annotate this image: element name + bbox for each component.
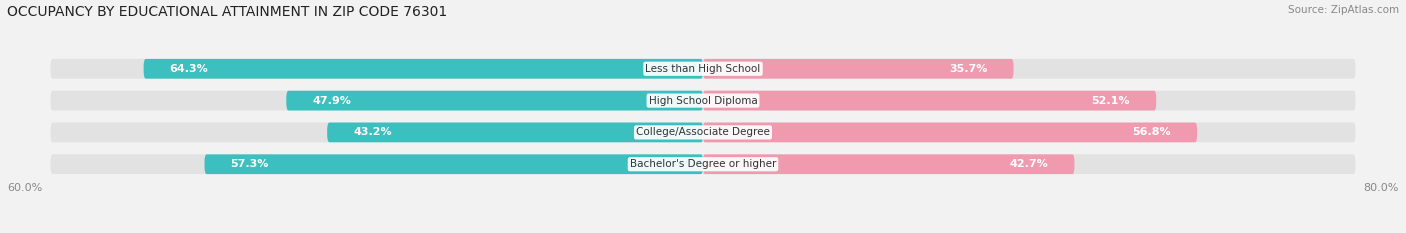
Text: OCCUPANCY BY EDUCATIONAL ATTAINMENT IN ZIP CODE 76301: OCCUPANCY BY EDUCATIONAL ATTAINMENT IN Z…	[7, 5, 447, 19]
FancyBboxPatch shape	[703, 91, 1156, 110]
Text: 60.0%: 60.0%	[7, 183, 42, 193]
Text: 57.3%: 57.3%	[231, 159, 269, 169]
FancyBboxPatch shape	[51, 91, 1355, 110]
FancyBboxPatch shape	[51, 154, 1355, 174]
FancyBboxPatch shape	[287, 91, 703, 110]
FancyBboxPatch shape	[703, 123, 1197, 142]
FancyBboxPatch shape	[703, 154, 1074, 174]
FancyBboxPatch shape	[51, 123, 1355, 142]
FancyBboxPatch shape	[703, 59, 1014, 79]
FancyBboxPatch shape	[51, 59, 1355, 79]
Text: 35.7%: 35.7%	[949, 64, 987, 74]
Text: 42.7%: 42.7%	[1010, 159, 1049, 169]
Text: High School Diploma: High School Diploma	[648, 96, 758, 106]
Text: 56.8%: 56.8%	[1132, 127, 1171, 137]
Text: Less than High School: Less than High School	[645, 64, 761, 74]
Text: Source: ZipAtlas.com: Source: ZipAtlas.com	[1288, 5, 1399, 15]
FancyBboxPatch shape	[328, 123, 703, 142]
Text: 80.0%: 80.0%	[1364, 183, 1399, 193]
Text: 64.3%: 64.3%	[170, 64, 208, 74]
Text: 47.9%: 47.9%	[312, 96, 352, 106]
Text: College/Associate Degree: College/Associate Degree	[636, 127, 770, 137]
Text: 43.2%: 43.2%	[353, 127, 392, 137]
FancyBboxPatch shape	[143, 59, 703, 79]
Text: Bachelor's Degree or higher: Bachelor's Degree or higher	[630, 159, 776, 169]
FancyBboxPatch shape	[204, 154, 703, 174]
Text: 52.1%: 52.1%	[1091, 96, 1130, 106]
